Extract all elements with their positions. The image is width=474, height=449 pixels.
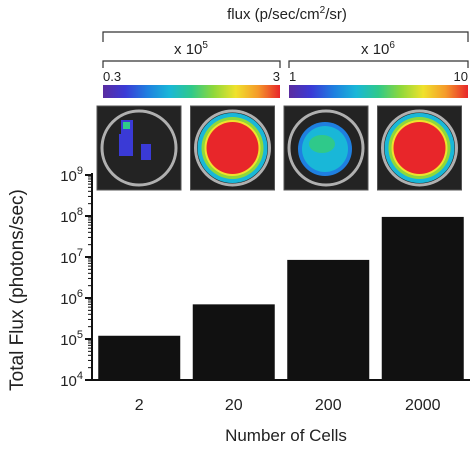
flux-units-bracket xyxy=(102,31,469,42)
well-images xyxy=(96,105,462,191)
bar-200 xyxy=(287,259,370,380)
scale-2-exponent: 6 xyxy=(389,40,395,51)
bar-chart: 104 105 106 107 108 109 2 20 200 2000 xyxy=(60,165,470,414)
y-tick-label-9: 109 xyxy=(60,165,83,185)
bar-2 xyxy=(98,335,181,380)
x-tick-label-200: 200 xyxy=(315,397,342,414)
y-tick-label-4: 104 xyxy=(60,370,83,390)
bar-20 xyxy=(192,304,275,380)
flux-units-superscript: 2 xyxy=(320,5,326,16)
well-image-2000 xyxy=(377,105,462,191)
y-axis-title: Total Flux (photons/sec) xyxy=(7,189,28,391)
x-tick-label-2000: 2000 xyxy=(405,397,441,414)
x-axis-title: Number of Cells xyxy=(225,426,347,445)
x-tick-label-20: 20 xyxy=(225,397,243,414)
well-image-20 xyxy=(190,105,275,191)
y-tick-label-7: 107 xyxy=(60,247,83,267)
y-tick-label-6: 106 xyxy=(60,288,83,308)
bar-2000 xyxy=(381,216,464,380)
scale-2-bracket xyxy=(288,60,469,68)
scale-1-exponent: 5 xyxy=(202,40,208,51)
scale-2-colorbar xyxy=(289,85,468,98)
scale-1-min-label: 0.3 xyxy=(103,69,121,84)
well-image-2 xyxy=(96,105,182,191)
scale-2-max-label: 10 xyxy=(454,69,468,84)
y-tick-label-5: 105 xyxy=(60,329,83,349)
y-ticks: 104 105 106 107 108 109 xyxy=(60,165,92,390)
scale-1-colorbar xyxy=(103,85,280,98)
x-tick-label-2: 2 xyxy=(135,397,144,414)
scale-2-multiplier: x 106 xyxy=(361,40,395,58)
well-image-200 xyxy=(283,105,369,191)
y-tick-label-8: 108 xyxy=(60,206,83,226)
scale-1-max-label: 3 xyxy=(273,69,280,84)
flux-units-title: flux (p/sec/cm2/sr) xyxy=(227,5,347,23)
scale-1-multiplier: x 105 xyxy=(174,40,208,58)
scale-1-bracket xyxy=(102,60,281,68)
x-tick-labels: 2 20 200 2000 xyxy=(135,397,441,414)
bars xyxy=(98,216,464,380)
scale-2-min-label: 1 xyxy=(289,69,296,84)
